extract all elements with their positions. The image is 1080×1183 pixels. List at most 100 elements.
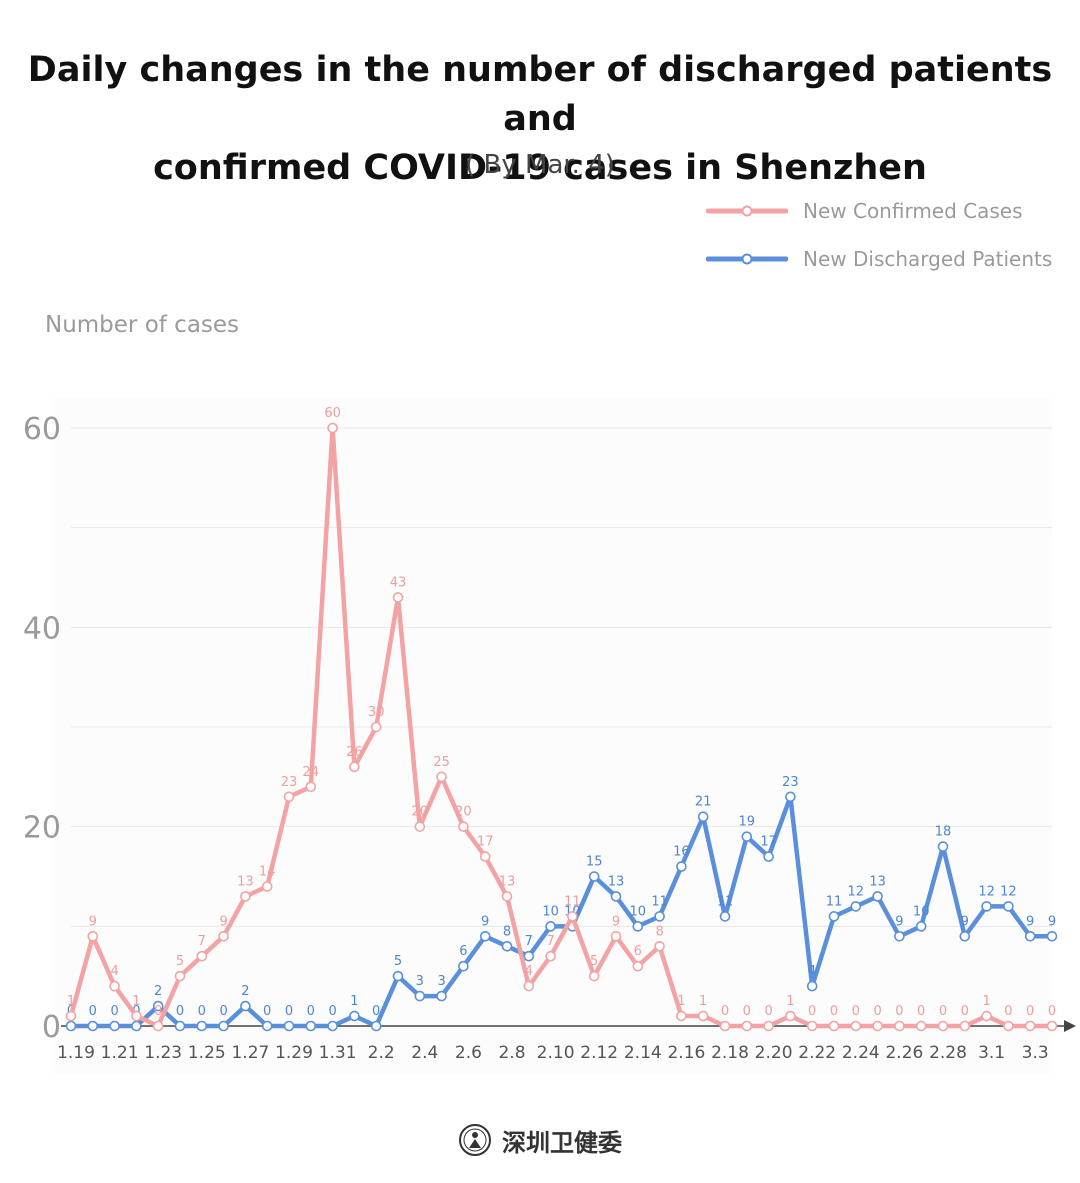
data-label-confirmed: 1: [982, 994, 990, 1009]
data-point-confirmed: [152, 1020, 164, 1032]
data-label-confirmed: 1: [67, 994, 75, 1009]
data-label-discharged: 19: [739, 815, 756, 830]
data-point-confirmed: [850, 1020, 862, 1032]
data-label-confirmed: 25: [433, 755, 450, 770]
data-label-discharged: 11: [717, 894, 734, 909]
data-label-discharged: 13: [869, 874, 886, 889]
x-tick-label: 1.23: [144, 1043, 182, 1063]
y-tick-label: 60: [23, 412, 61, 447]
data-point-confirmed: [1024, 1020, 1036, 1032]
data-label-confirmed: 1: [132, 994, 140, 1009]
data-point-confirmed: [719, 1020, 731, 1032]
legend-swatch-discharged: [706, 253, 788, 265]
data-point-confirmed: [654, 940, 665, 952]
y-axis-label: Number of cases: [45, 312, 240, 338]
data-label-confirmed: 0: [852, 1004, 860, 1019]
data-point-discharged: [959, 930, 971, 942]
x-tick-label: 2.28: [929, 1043, 967, 1063]
data-point-discharged: [632, 921, 644, 932]
data-label-discharged: 4: [808, 964, 816, 979]
data-label-discharged: 23: [782, 775, 799, 790]
data-label-discharged: 16: [673, 845, 690, 860]
data-point-discharged: [1024, 930, 1036, 942]
data-label-discharged: 10: [542, 904, 559, 919]
x-tick-label: 3.3: [1022, 1043, 1049, 1063]
data-point-discharged: [131, 1020, 142, 1032]
series-line-confirmed: [68, 425, 1055, 1029]
chart-title: Daily changes in the number of discharge…: [0, 46, 1080, 193]
data-label-confirmed: 43: [390, 575, 407, 590]
data-point-discharged: [174, 1020, 186, 1032]
data-point-discharged: [523, 950, 535, 962]
data-point-discharged: [937, 841, 949, 852]
data-point-discharged: [305, 1020, 317, 1032]
x-tick-label: 2.20: [755, 1043, 793, 1063]
data-point-discharged: [458, 960, 469, 972]
data-point-confirmed: [327, 422, 338, 434]
data-point-confirmed: [915, 1020, 927, 1032]
data-point-confirmed: [501, 891, 513, 902]
footer-text: 深圳卫健委: [502, 1128, 622, 1157]
data-label-confirmed: 0: [721, 1004, 729, 1019]
data-label-confirmed: 4: [525, 964, 533, 979]
data-label-confirmed: 8: [655, 924, 663, 939]
data-point-discharged: [218, 1020, 229, 1032]
data-point-discharged: [261, 1020, 273, 1032]
data-point-confirmed: [567, 911, 578, 922]
data-point-discharged: [872, 891, 883, 902]
data-label-confirmed: 20: [455, 805, 472, 820]
data-label-confirmed: 1: [699, 994, 707, 1009]
x-axis-arrow-icon: [1064, 1020, 1076, 1032]
data-point-confirmed: [131, 1010, 142, 1022]
data-label-confirmed: 13: [499, 874, 516, 889]
plot-background: [52, 398, 1052, 1074]
data-label-confirmed: 0: [764, 1004, 772, 1019]
data-label-discharged: 0: [219, 1004, 227, 1019]
data-point-discharged: [763, 851, 774, 862]
data-label-discharged: 0: [263, 1004, 271, 1019]
data-label-confirmed: 23: [281, 775, 298, 790]
data-label-discharged: 0: [198, 1004, 206, 1019]
data-point-confirmed: [959, 1020, 971, 1032]
data-label-confirmed: 0: [154, 1004, 162, 1019]
data-label-discharged: 9: [895, 914, 903, 929]
x-tick-label: 2.18: [711, 1043, 749, 1063]
data-point-discharged: [654, 911, 665, 922]
data-label-confirmed: 9: [612, 914, 620, 929]
data-label-confirmed: 24: [303, 765, 320, 780]
data-point-confirmed: [240, 891, 251, 902]
data-label-confirmed: 0: [873, 1004, 881, 1019]
data-point-confirmed: [392, 592, 404, 603]
data-point-discharged: [414, 990, 426, 1002]
data-point-confirmed: [196, 950, 208, 962]
data-point-confirmed: [305, 781, 317, 793]
data-label-confirmed: 6: [634, 944, 642, 959]
data-label-discharged: 2: [241, 984, 249, 999]
data-label-discharged: 0: [307, 1004, 315, 1019]
data-label-confirmed: 11: [564, 894, 581, 909]
data-point-confirmed: [174, 970, 186, 982]
chart-subtitle: ( By Mar. 4): [465, 150, 615, 180]
data-point-discharged: [697, 811, 709, 823]
data-label-confirmed: 9: [219, 914, 227, 929]
data-point-confirmed: [87, 930, 99, 942]
data-label-discharged: 11: [826, 894, 843, 909]
data-point-confirmed: [545, 950, 556, 962]
data-point-confirmed: [828, 1020, 840, 1032]
data-point-discharged: [501, 940, 513, 952]
data-label-confirmed: 0: [1004, 1004, 1012, 1019]
data-point-discharged: [719, 911, 731, 922]
legend-item-confirmed: New Confirmed Cases: [706, 196, 1066, 226]
data-point-confirmed: [894, 1020, 905, 1032]
data-point-discharged: [349, 1010, 360, 1022]
data-label-confirmed: 1: [786, 994, 794, 1009]
data-label-discharged: 1: [350, 994, 358, 1009]
data-point-confirmed: [1003, 1020, 1014, 1032]
data-point-discharged: [152, 1000, 164, 1012]
data-point-discharged: [915, 921, 927, 932]
data-point-discharged: [610, 891, 622, 902]
data-label-discharged: 6: [459, 944, 467, 959]
data-label-confirmed: 7: [198, 934, 206, 949]
y-tick-label: 0: [42, 1010, 61, 1045]
data-label-discharged: 0: [110, 1004, 118, 1019]
